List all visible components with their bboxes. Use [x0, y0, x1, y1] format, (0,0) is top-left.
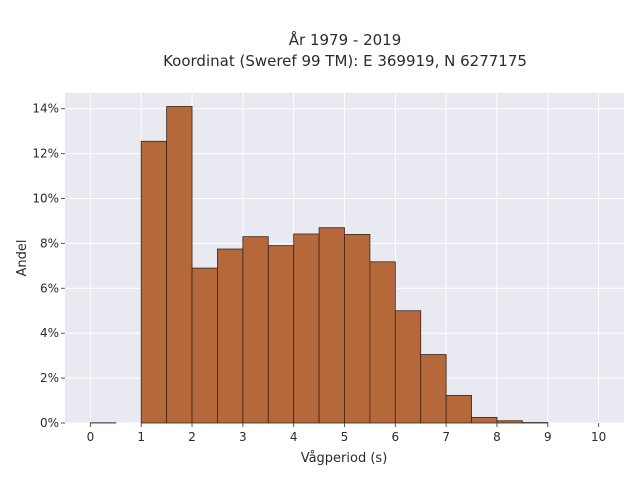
histogram-bar	[267, 245, 295, 424]
x-tick-label: 5	[341, 430, 349, 444]
x-tick-label: 6	[391, 430, 399, 444]
y-axis-ticks: 0% 2% 4% 6% 8% 10% 12% 14%	[32, 102, 65, 430]
histogram-bar	[394, 310, 422, 424]
histogram-bar	[318, 227, 345, 424]
y-tick-label: 8%	[40, 236, 59, 250]
histogram-bar	[445, 394, 472, 424]
x-tick-label: 8	[493, 430, 501, 444]
histogram-bar	[242, 236, 269, 424]
histogram-bar	[420, 354, 447, 424]
histogram-bar	[293, 233, 320, 424]
y-tick-label: 6%	[40, 281, 59, 295]
x-axis-label: Vågperiod (s)	[301, 451, 388, 466]
x-axis-ticks: 0 1 2 3 4 5 6 7 8 9 10	[87, 423, 606, 444]
y-tick-label: 14%	[32, 102, 59, 116]
x-tick-label: 1	[137, 430, 145, 444]
y-tick-label: 2%	[40, 371, 59, 385]
x-tick-label: 3	[239, 430, 247, 444]
histogram-bar	[369, 261, 396, 424]
y-tick-label: 12%	[32, 147, 59, 161]
histogram-bar	[471, 416, 498, 424]
y-tick-label: 0%	[40, 416, 59, 430]
y-axis-label: Andel	[15, 240, 30, 277]
chart-title-line1: År 1979 - 2019	[289, 30, 402, 49]
x-tick-label: 4	[290, 430, 298, 444]
bars	[90, 106, 549, 424]
x-tick-label: 10	[591, 430, 606, 444]
histogram-bar	[166, 106, 193, 424]
histogram-bar	[344, 234, 371, 424]
histogram-bar	[496, 420, 523, 424]
x-tick-label: 7	[442, 430, 450, 444]
histogram-bar	[217, 248, 244, 424]
x-tick-label: 0	[87, 430, 95, 444]
histogram-bar	[140, 140, 168, 424]
x-tick-label: 9	[544, 430, 552, 444]
x-tick-label: 2	[188, 430, 196, 444]
y-tick-label: 10%	[32, 192, 59, 206]
histogram-bar	[191, 267, 218, 424]
y-tick-label: 4%	[40, 326, 59, 340]
chart-title-line2: Koordinat (Sweref 99 TM): E 369919, N 62…	[163, 52, 527, 70]
